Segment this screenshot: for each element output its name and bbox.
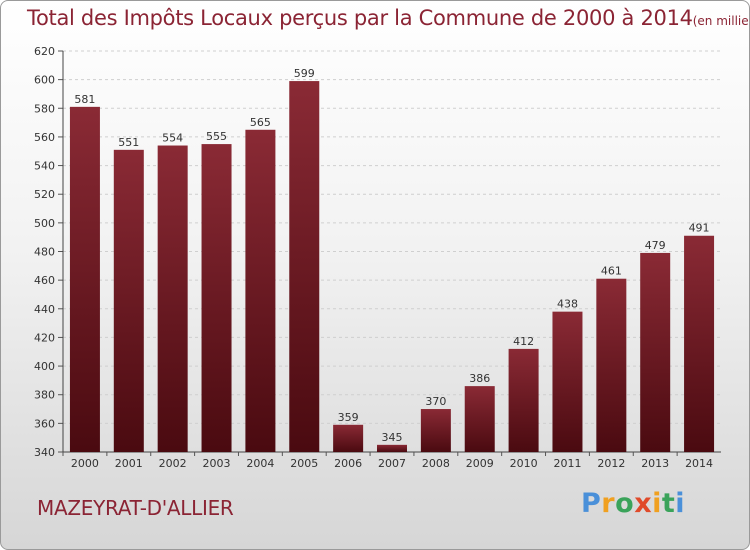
x-tick-label: 2007 [378,457,406,470]
y-tick-label: 420 [34,331,55,344]
x-tick-label: 2009 [466,457,494,470]
y-tick-label: 620 [34,45,55,58]
x-tick-label: 2014 [685,457,713,470]
x-tick-label: 2010 [510,457,538,470]
commune-name: MAZEYRAT-D'ALLIER [37,496,234,520]
y-tick-label: 340 [34,446,55,459]
y-tick-label: 580 [34,102,55,115]
bar [640,252,671,452]
y-tick-labels: 340 360 380 400 420 440 460 480 500 520 540 560 580 6… [34,45,55,459]
x-tick-label: 2004 [246,457,274,470]
data-label: 412 [513,335,534,348]
y-tick-label: 540 [34,160,55,173]
bar [508,348,539,452]
data-label: 479 [645,239,666,252]
bar [420,409,451,452]
logo-letter: r [601,488,616,519]
bar [113,149,144,452]
data-label: 551 [118,136,139,149]
bar [552,311,583,452]
x-tick-label: 2003 [203,457,231,470]
data-label: 554 [162,132,183,145]
y-tick-label: 600 [34,74,55,87]
data-label: 555 [206,130,227,143]
logo-letter: P [581,488,602,519]
x-tick-label: 2002 [159,457,187,470]
x-tick-label: 2005 [290,457,318,470]
x-tick-label: 2013 [641,457,669,470]
bar [333,424,364,452]
bar [69,106,100,452]
y-tick-label: 480 [34,246,55,259]
x-tick-label: 2000 [71,457,99,470]
bar [464,386,495,452]
y-tick-label: 400 [34,360,55,373]
bar [289,81,320,452]
data-label: 581 [74,93,95,106]
data-label: 599 [294,67,315,80]
chart-title: Total des Impôts Locaux perçus par la Co… [27,6,749,30]
data-label: 565 [250,116,271,129]
data-label: 345 [382,431,403,444]
logo-letter: x [634,488,653,519]
logo-letter: i [652,488,662,519]
x-tick-label: 2011 [553,457,581,470]
y-tick-label: 380 [34,389,55,402]
data-label: 370 [425,395,446,408]
bar [157,145,188,452]
bar [596,278,627,452]
data-labels: 581 551 554 555 565 599 359 345 370 386 412 438 461 4… [74,67,709,444]
x-tick-label: 2006 [334,457,362,470]
y-tick-label: 560 [34,131,55,144]
y-tick-label: 440 [34,303,55,316]
y-tick-label: 460 [34,274,55,287]
data-label: 491 [689,222,710,235]
data-label: 386 [469,372,490,385]
data-label: 461 [601,265,622,278]
x-tick-label: 2001 [115,457,143,470]
proxiti-logo: Proxiti [581,488,685,519]
y-tick-label: 500 [34,217,55,230]
logo-letter: o [615,488,635,519]
bar [245,129,276,452]
bar [377,444,407,452]
unit-note: (en milliers d'€) [692,14,749,28]
y-tick-label: 360 [34,417,55,430]
bar [684,235,715,452]
bars [69,81,715,452]
logo-letter: t [661,488,676,519]
x-tick-label: 2008 [422,457,450,470]
y-tick-label: 520 [34,188,55,201]
bar [201,144,232,452]
x-tick-label: 2012 [597,457,625,470]
data-label: 359 [338,411,359,424]
data-label: 438 [557,298,578,311]
x-tick-labels: 2000 2001 2002 2003 2004 2005 2006 2007 2008 2009… [62,452,713,470]
logo-letter: i [675,488,686,519]
